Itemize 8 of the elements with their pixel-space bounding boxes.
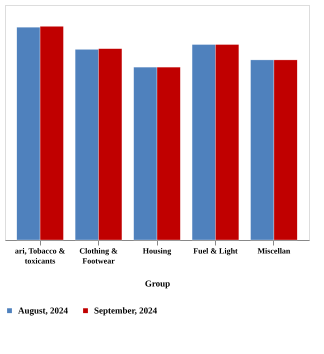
legend-label: September, 2024 bbox=[94, 306, 158, 316]
x-tick-label: Miscellan bbox=[257, 246, 291, 256]
x-tick-label: ari, Tobacco & toxicants bbox=[14, 246, 66, 266]
legend-label: August, 2024 bbox=[18, 306, 69, 316]
x-tick-label: Clothing & Footwear bbox=[79, 246, 118, 266]
x-tick-label: Fuel & Light bbox=[193, 246, 238, 256]
x-axis-title: Group bbox=[144, 278, 170, 288]
x-tick-label: Housing bbox=[142, 246, 172, 256]
